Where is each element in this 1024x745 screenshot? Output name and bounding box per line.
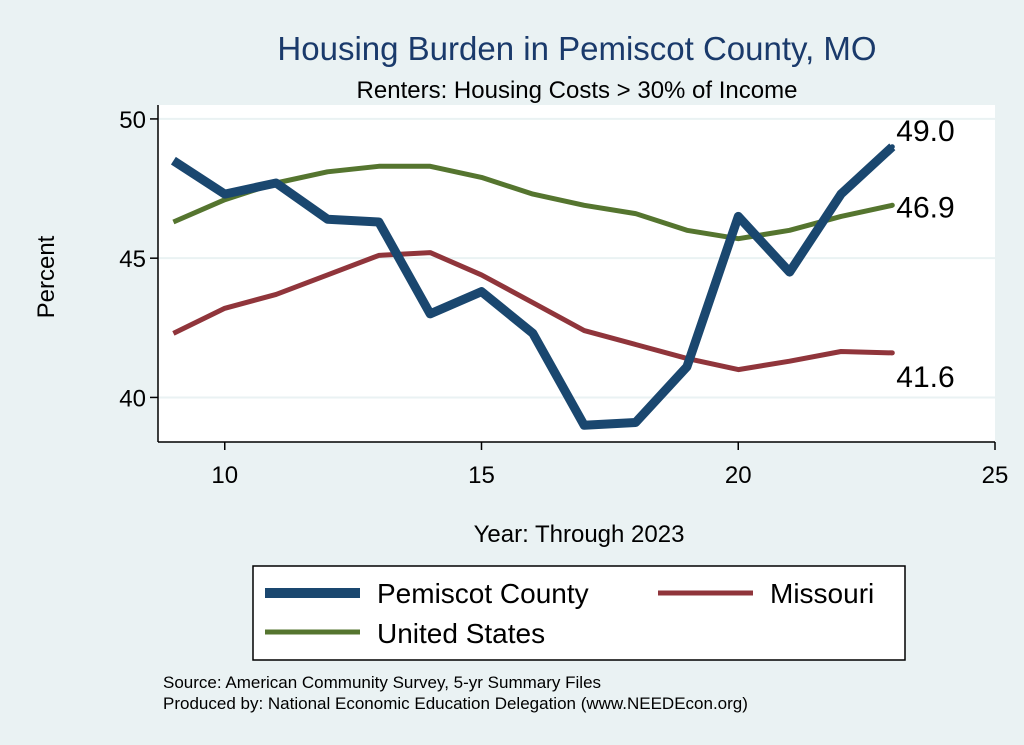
series-line-united-states [172, 163, 893, 242]
produced-by-note: Produced by: National Economic Education… [163, 694, 748, 713]
chart-title: Housing Burden in Pemiscot County, MO [277, 30, 876, 67]
x-tick-label: 25 [982, 462, 1009, 489]
plot-background [158, 105, 995, 442]
y-tick-label: 50 [119, 107, 146, 134]
y-tick-label: 45 [119, 246, 146, 273]
end-point-marker [889, 202, 895, 208]
x-tick-label: 10 [211, 462, 238, 489]
y-axis-label: Percent [33, 235, 60, 318]
legend-label-united-states: United States [377, 618, 545, 649]
end-point-marker [889, 350, 895, 356]
plot-area: 40 45 50 10 15 20 25 49.0 41.6 46.9 [119, 105, 1008, 489]
series-line-pemiscot [170, 143, 896, 430]
end-label-united-states: 46.9 [896, 191, 954, 224]
legend-label-pemiscot: Pemiscot County [377, 578, 589, 609]
series-line-missouri [172, 250, 893, 373]
legend-box [252, 565, 906, 661]
end-label-pemiscot: 49.0 [896, 115, 954, 148]
x-tick-label: 20 [725, 462, 752, 489]
x-axis-label: Year: Through 2023 [474, 521, 685, 548]
y-tick-label: 40 [119, 385, 146, 412]
source-note: Source: American Community Survey, 5-yr … [163, 673, 601, 692]
end-label-missouri: 41.6 [896, 361, 954, 394]
end-point-marker [889, 144, 895, 150]
legend: Pemiscot County Missouri United States [252, 565, 906, 661]
chart-subtitle: Renters: Housing Costs > 30% of Income [357, 77, 798, 104]
legend-label-missouri: Missouri [770, 578, 874, 609]
x-tick-label: 15 [468, 462, 495, 489]
